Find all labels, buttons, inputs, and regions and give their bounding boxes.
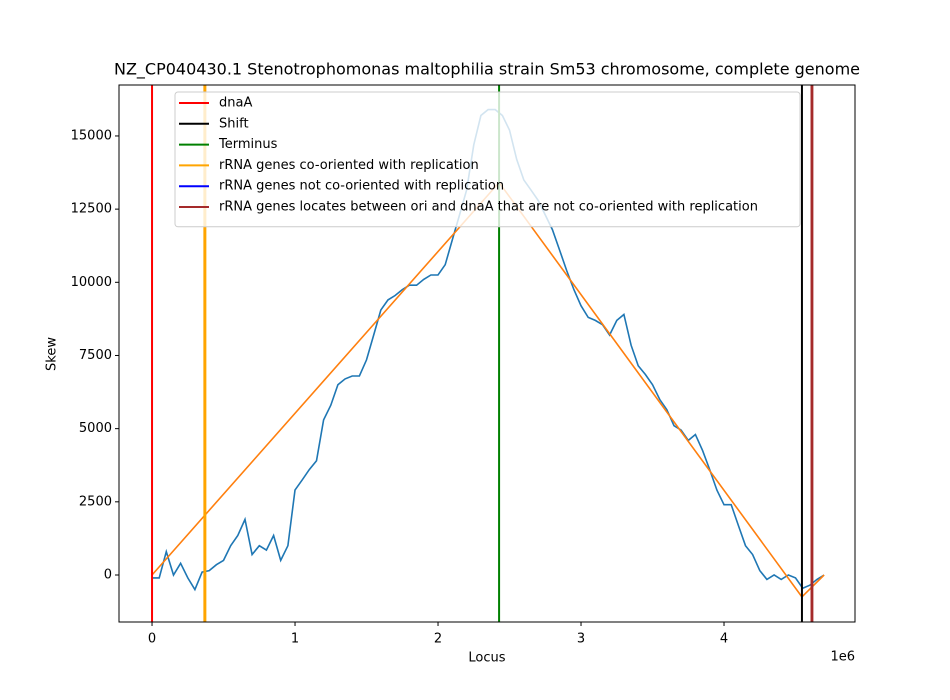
x-axis-label: Locus: [468, 651, 505, 666]
x-tick-label: 0: [148, 632, 156, 647]
legend-box: [174, 91, 801, 228]
legend-label: rRNA genes locates between ori and dnaA …: [219, 200, 758, 215]
x-tick-label: 1: [291, 632, 299, 647]
y-tick-label: 15000: [71, 128, 112, 143]
y-tick-label: 2500: [79, 494, 112, 509]
x-offset-label: 1e6: [830, 650, 855, 665]
chart-title: NZ_CP040430.1 Stenotrophomonas maltophil…: [114, 60, 860, 80]
y-tick-label: 10000: [71, 275, 112, 290]
y-tick-label: 5000: [79, 421, 112, 436]
legend-label: Terminus: [218, 137, 278, 152]
y-tick-label: 7500: [79, 348, 112, 363]
legend-label: rRNA genes co-oriented with replication: [219, 158, 479, 173]
y-tick-label: 0: [104, 567, 112, 582]
x-tick-label: 2: [434, 632, 442, 647]
plot-frame: [118, 84, 856, 623]
legend-label: rRNA genes not co-oriented with replicat…: [219, 179, 504, 194]
legend-label: dnaA: [219, 96, 252, 111]
legend-label: Shift: [219, 116, 249, 131]
y-axis-label: Skew: [45, 337, 60, 371]
y-tick-label: 12500: [71, 202, 112, 217]
x-tick-label: 3: [577, 632, 585, 647]
x-tick-label: 4: [720, 632, 728, 647]
